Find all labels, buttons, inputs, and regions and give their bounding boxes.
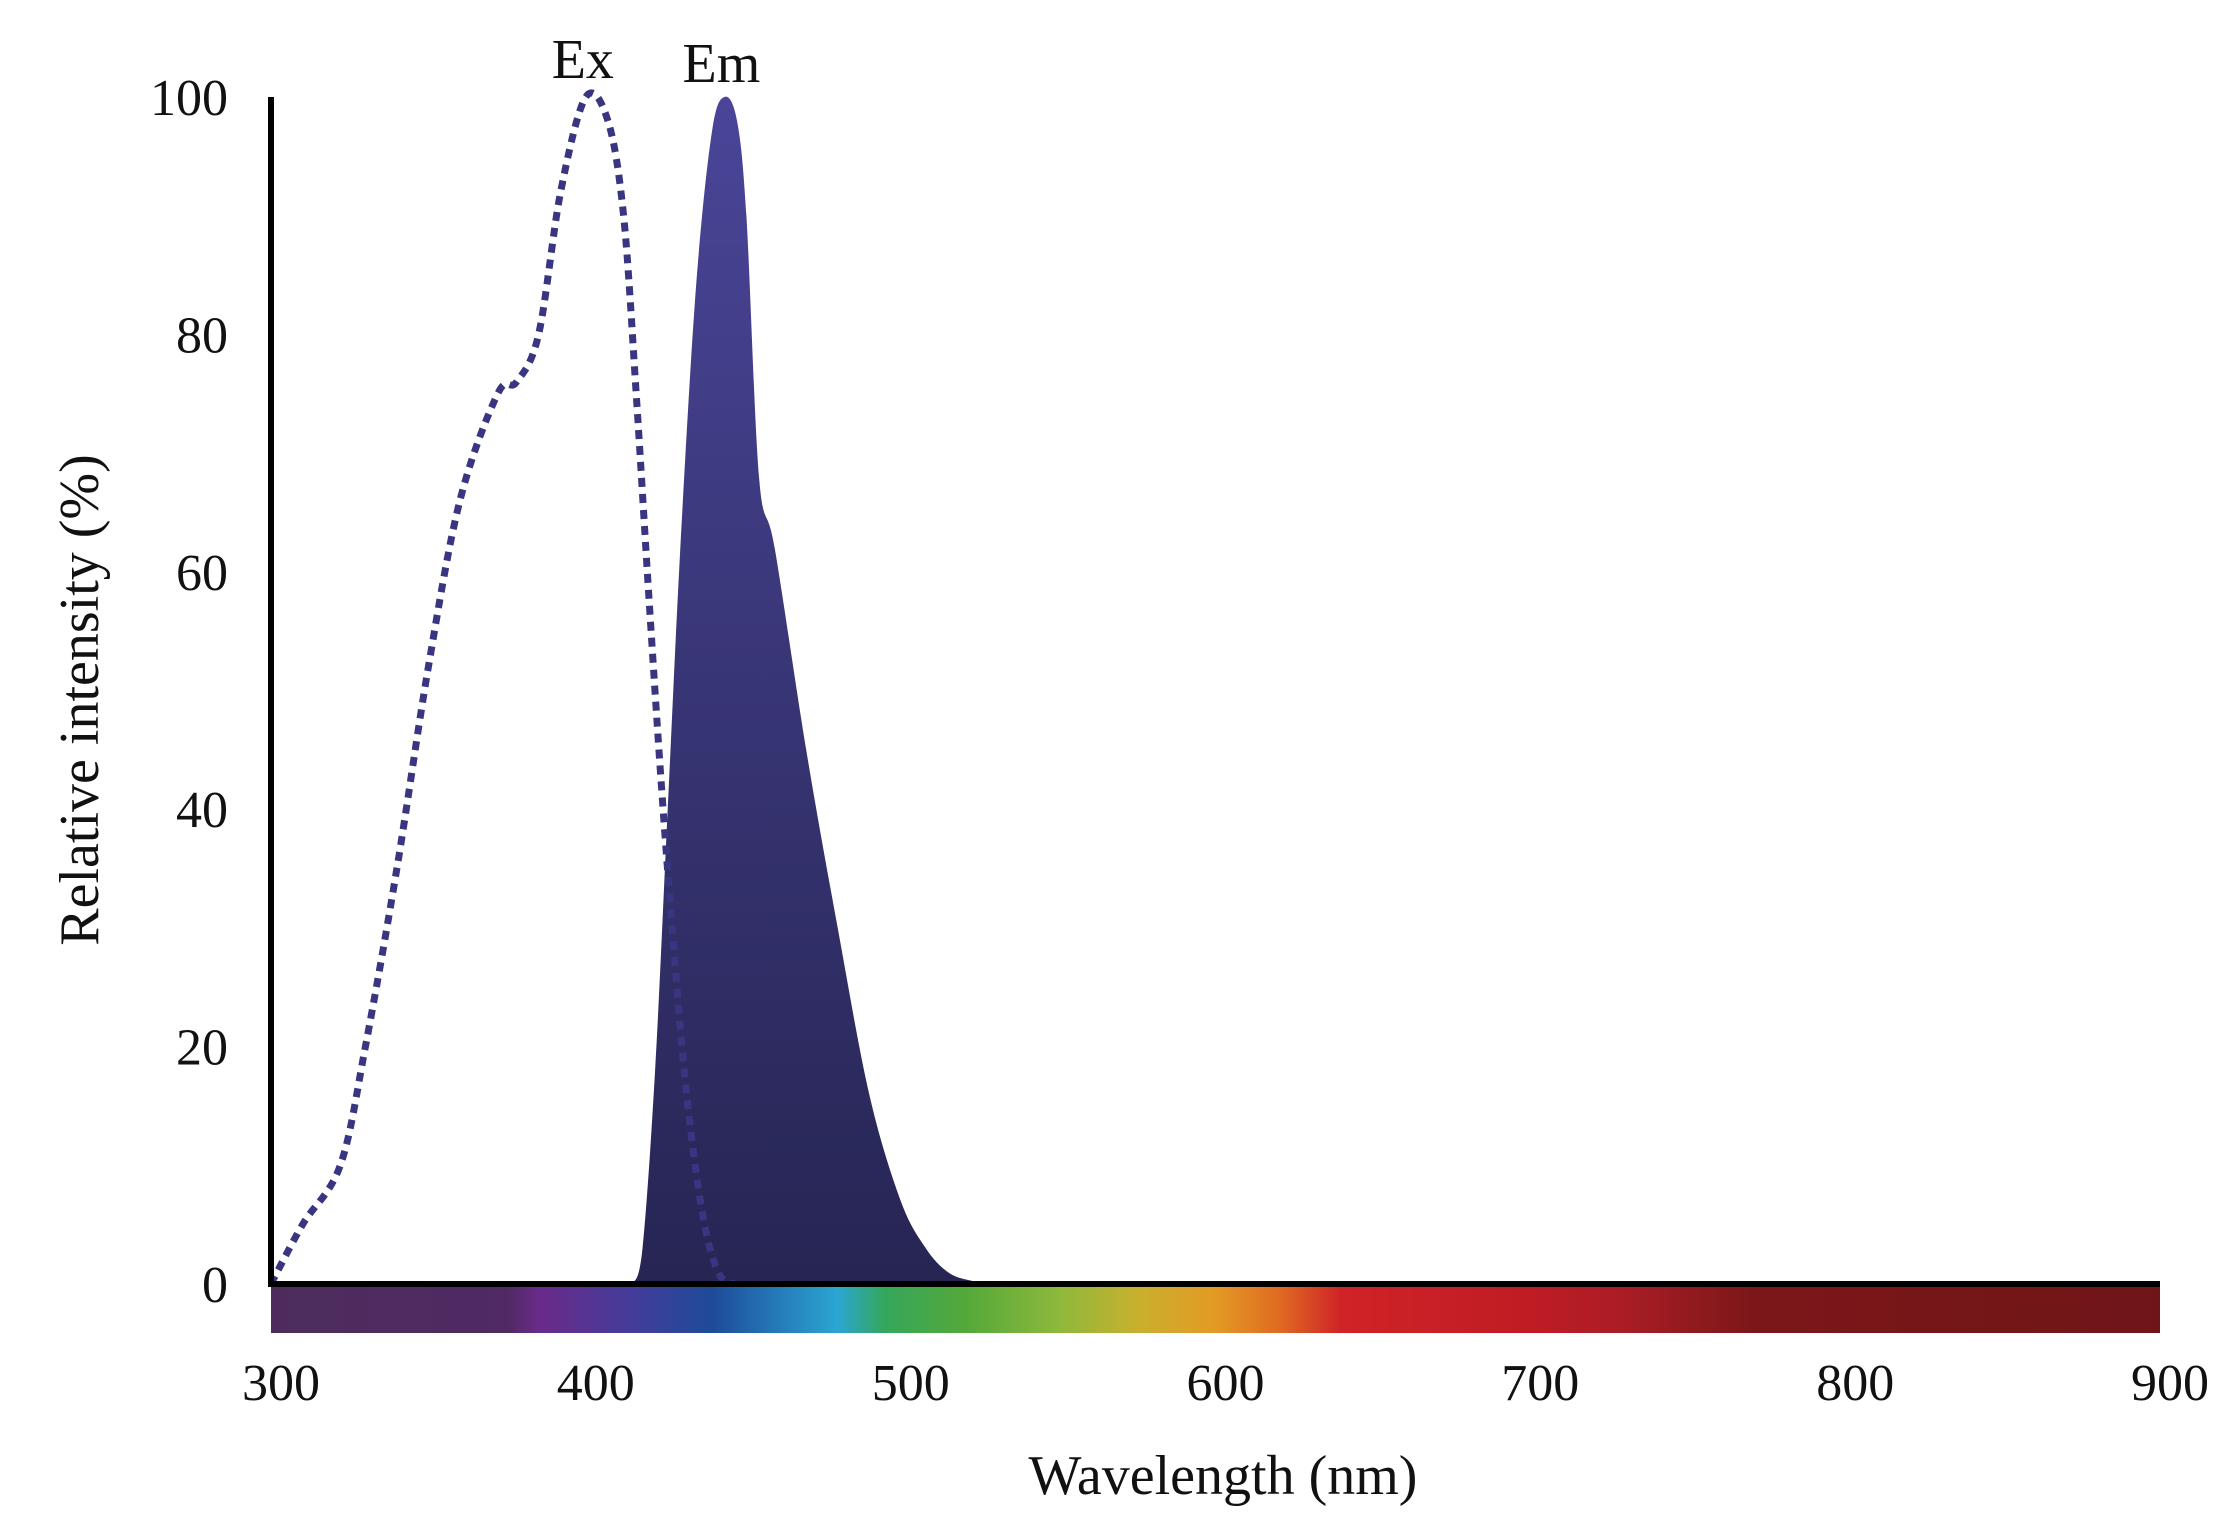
ex-series-line bbox=[267, 89, 736, 1288]
series-label-em: Em bbox=[683, 33, 761, 95]
y-tick-label: 80 bbox=[176, 307, 228, 364]
spectrum-color-bar bbox=[271, 1286, 2160, 1333]
x-tick-label: 400 bbox=[557, 1355, 635, 1412]
y-tick-label: 20 bbox=[176, 1020, 228, 1077]
y-tick-label: 40 bbox=[176, 782, 228, 839]
spectrum-bar-layer bbox=[271, 1286, 2160, 1333]
x-tick-label: 700 bbox=[1501, 1355, 1579, 1412]
x-tick-label: 800 bbox=[1816, 1355, 1894, 1412]
y-tick-label: 0 bbox=[202, 1257, 228, 1314]
x-tick-label: 500 bbox=[872, 1355, 950, 1412]
x-tick-label: 900 bbox=[2131, 1355, 2209, 1412]
x-tick-label: 600 bbox=[1187, 1355, 1265, 1412]
em-series-area bbox=[633, 96, 996, 1284]
em-series-layer bbox=[633, 96, 996, 1284]
y-tick-label: 100 bbox=[150, 70, 228, 127]
x-axis-title: Wavelength (nm) bbox=[1029, 1445, 1418, 1507]
ex-series-layer bbox=[267, 89, 736, 1288]
labels-layer: Ex Em 0 20 40 60 80 100 300 400 500 600 700 800 900 Wav… bbox=[49, 29, 2209, 1507]
series-label-ex: Ex bbox=[552, 29, 614, 91]
y-axis-title: Relative intensity (%) bbox=[49, 454, 111, 945]
axes-layer bbox=[268, 97, 2160, 1287]
x-tick-label: 300 bbox=[242, 1355, 320, 1412]
y-tick-label: 60 bbox=[176, 545, 228, 602]
